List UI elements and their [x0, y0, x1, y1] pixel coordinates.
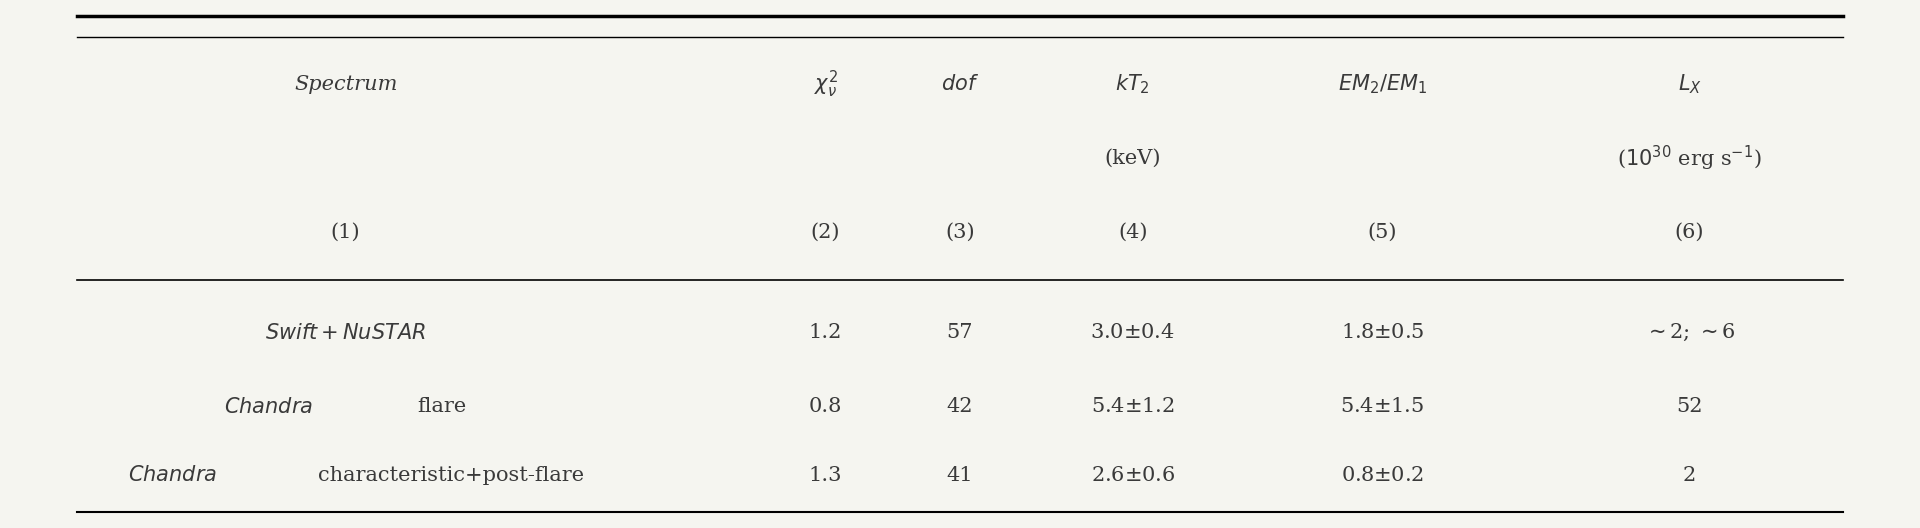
Text: $Chandra$: $Chandra$	[225, 397, 313, 417]
Text: (1): (1)	[330, 223, 361, 242]
Text: 3.0$\pm$0.4: 3.0$\pm$0.4	[1091, 323, 1175, 342]
Text: 2: 2	[1684, 466, 1695, 485]
Text: 41: 41	[947, 466, 973, 485]
Text: 52: 52	[1676, 397, 1703, 416]
Text: $kT_{2}$: $kT_{2}$	[1116, 73, 1150, 96]
Text: $Chandra$: $Chandra$	[129, 465, 217, 485]
Text: 57: 57	[947, 323, 973, 342]
Text: (4): (4)	[1117, 223, 1148, 242]
Text: $EM_{2}/EM_{1}$: $EM_{2}/EM_{1}$	[1338, 73, 1427, 96]
Text: characteristic+post-flare: characteristic+post-flare	[319, 466, 584, 485]
Text: 42: 42	[947, 397, 973, 416]
Text: 1.2: 1.2	[808, 323, 843, 342]
Text: (6): (6)	[1674, 223, 1705, 242]
Text: 5.4$\pm$1.2: 5.4$\pm$1.2	[1091, 397, 1175, 416]
Text: $dof$: $dof$	[941, 74, 979, 95]
Text: (keV): (keV)	[1104, 149, 1162, 168]
Text: (5): (5)	[1367, 223, 1398, 242]
Text: 5.4$\pm$1.5: 5.4$\pm$1.5	[1340, 397, 1425, 416]
Text: 0.8$\pm$0.2: 0.8$\pm$0.2	[1340, 466, 1425, 485]
Text: $L_{X}$: $L_{X}$	[1678, 73, 1701, 96]
Text: 1.3: 1.3	[808, 466, 843, 485]
Text: 1.8$\pm$0.5: 1.8$\pm$0.5	[1340, 323, 1425, 342]
Text: ($10^{30}$ erg s$^{-1}$): ($10^{30}$ erg s$^{-1}$)	[1617, 144, 1763, 173]
Text: (2): (2)	[810, 223, 841, 242]
Text: $Swift+NuSTAR$: $Swift+NuSTAR$	[265, 323, 426, 343]
Text: flare: flare	[417, 397, 467, 416]
Text: 0.8: 0.8	[808, 397, 843, 416]
Text: 2.6$\pm$0.6: 2.6$\pm$0.6	[1091, 466, 1175, 485]
Text: $\sim$2; $\sim$6: $\sim$2; $\sim$6	[1644, 322, 1736, 343]
Text: $\chi_{\nu}^{2}$: $\chi_{\nu}^{2}$	[814, 69, 837, 100]
Text: Spectrum: Spectrum	[294, 75, 397, 94]
Text: (3): (3)	[945, 223, 975, 242]
